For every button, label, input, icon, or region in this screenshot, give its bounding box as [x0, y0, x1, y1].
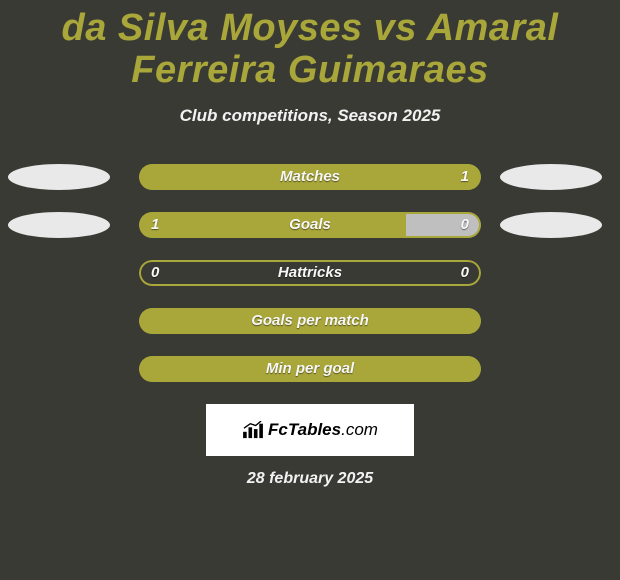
logo-text: FcTables.com	[268, 420, 378, 440]
stat-row: Hattricks0 0	[0, 260, 620, 286]
bar-label: Hattricks	[139, 260, 481, 286]
stat-bar: Hattricks0 0	[139, 260, 481, 286]
comparison-rows: Matches1Goals10Hattricks00Goals per matc…	[0, 164, 620, 382]
stat-row: Goals per match	[0, 308, 620, 334]
right-oval	[500, 164, 602, 190]
subtitle: Club competitions, Season 2025	[0, 106, 620, 126]
page-title: da Silva Moyses vs Amaral Ferreira Guima…	[0, 0, 620, 92]
bar-value-left: 0	[151, 260, 159, 286]
bar-value-right: 0	[461, 212, 469, 238]
bar-value-right: 0	[461, 260, 469, 286]
bar-label: Min per goal	[139, 356, 481, 382]
bar-value-right: 1	[461, 164, 469, 190]
right-oval	[500, 212, 602, 238]
logo-domain: .com	[341, 420, 378, 439]
stat-row: Goals1 0	[0, 212, 620, 238]
bar-label: Goals per match	[139, 308, 481, 334]
left-oval	[8, 164, 110, 190]
stat-bar: Goals per match	[139, 308, 481, 334]
stat-bar: Matches1	[139, 164, 481, 190]
date-stamp: 28 february 2025	[0, 470, 620, 488]
left-oval	[8, 212, 110, 238]
stat-bar: Min per goal	[139, 356, 481, 382]
stat-row: Matches1	[0, 164, 620, 190]
chart-icon	[242, 421, 264, 439]
stat-row: Min per goal	[0, 356, 620, 382]
stat-bar: Goals1 0	[139, 212, 481, 238]
logo-main: FcTables	[268, 420, 341, 439]
logo-box: FcTables.com	[206, 404, 414, 456]
bar-label: Goals	[139, 212, 481, 238]
bar-label: Matches	[139, 164, 481, 190]
bar-value-left: 1	[151, 212, 159, 238]
